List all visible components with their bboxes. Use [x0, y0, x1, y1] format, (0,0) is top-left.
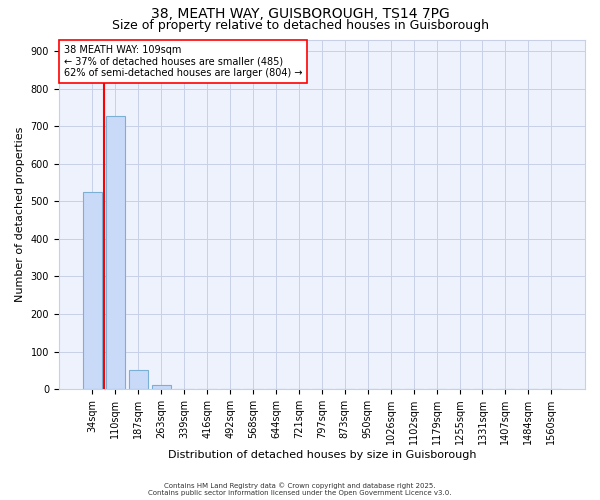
Text: Contains HM Land Registry data © Crown copyright and database right 2025.: Contains HM Land Registry data © Crown c…	[164, 482, 436, 489]
Y-axis label: Number of detached properties: Number of detached properties	[15, 127, 25, 302]
Bar	[106, 116, 125, 389]
Text: Size of property relative to detached houses in Guisborough: Size of property relative to detached ho…	[112, 18, 488, 32]
X-axis label: Distribution of detached houses by size in Guisborough: Distribution of detached houses by size …	[167, 450, 476, 460]
Bar	[83, 192, 102, 389]
Bar	[152, 386, 171, 389]
Text: 38 MEATH WAY: 109sqm
← 37% of detached houses are smaller (485)
62% of semi-deta: 38 MEATH WAY: 109sqm ← 37% of detached h…	[64, 45, 302, 78]
Text: 38, MEATH WAY, GUISBOROUGH, TS14 7PG: 38, MEATH WAY, GUISBOROUGH, TS14 7PG	[151, 8, 449, 22]
Text: Contains public sector information licensed under the Open Government Licence v3: Contains public sector information licen…	[148, 490, 452, 496]
Bar	[128, 370, 148, 389]
